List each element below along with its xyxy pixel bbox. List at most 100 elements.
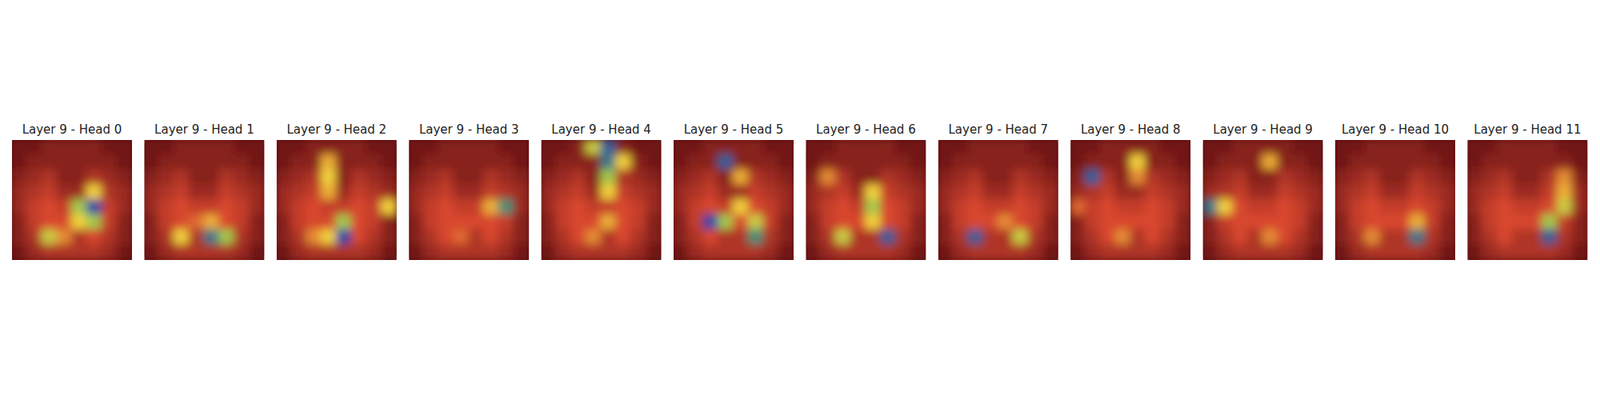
heatmap-cell — [1572, 229, 1588, 247]
heatmap-cell — [1042, 214, 1059, 232]
heatmap-cell — [1174, 169, 1191, 187]
heatmap-cell — [645, 214, 662, 232]
heatmap-cell — [71, 214, 88, 232]
heatmap-cells — [1070, 140, 1191, 260]
heatmap-cell — [498, 169, 516, 187]
heatmap-cell — [1512, 169, 1529, 187]
heatmap-cell — [805, 140, 822, 156]
heatmap-cell — [1232, 214, 1249, 232]
heatmap-cell — [952, 214, 970, 232]
heatmap-cell — [305, 199, 323, 216]
heatmap-cell — [703, 184, 720, 201]
heatmap-cell — [12, 214, 28, 232]
heatmap-cell — [1467, 199, 1484, 216]
heatmap-cell — [173, 199, 191, 216]
heatmap-cell — [173, 214, 191, 232]
panel: Layer 9 - Head 8 — [1069, 122, 1192, 261]
heatmap-cell — [173, 154, 191, 172]
heatmap-cell — [12, 184, 28, 201]
heatmap-cell — [864, 199, 882, 216]
heatmap-cell — [116, 214, 132, 232]
heatmap-cell — [1232, 244, 1249, 260]
heatmap-cell — [173, 184, 191, 201]
heatmap-cell — [173, 140, 191, 156]
heatmap-cell — [188, 214, 206, 232]
heatmap-cell — [1364, 199, 1382, 216]
heatmap-cell — [452, 229, 470, 247]
heatmap-cell — [41, 244, 59, 260]
heatmap-cell — [688, 199, 705, 216]
heatmap-cell — [1526, 154, 1544, 172]
heatmap-cell — [248, 169, 265, 187]
heatmap-cells — [1335, 140, 1456, 260]
heatmap-cell — [512, 184, 529, 201]
heatmap-cell — [541, 199, 558, 216]
heatmap-cell — [351, 169, 368, 187]
heatmap-cell — [820, 154, 837, 172]
panel-title: Layer 9 - Head 4 — [551, 122, 652, 137]
heatmap-cell — [703, 214, 720, 232]
heatmap-cell — [615, 244, 632, 260]
heatmap-cell — [570, 184, 588, 201]
heatmap-cell — [997, 244, 1015, 260]
heatmap-cell — [365, 229, 383, 247]
heatmap-cell — [158, 244, 176, 260]
heatmap-cell — [365, 154, 383, 172]
heatmap-cell — [86, 199, 104, 216]
heatmap-cell — [982, 229, 1000, 247]
heatmap-cell — [541, 214, 558, 232]
heatmap-cell — [1100, 184, 1117, 201]
heatmap-cell — [630, 140, 648, 156]
heatmap-cell — [1409, 184, 1427, 201]
heatmap-cell — [218, 140, 236, 156]
heatmap-cell — [1496, 154, 1514, 172]
heatmap-cell — [380, 184, 397, 201]
heatmap-cell — [1349, 214, 1367, 232]
heatmap-cell — [203, 229, 220, 247]
heatmap-cell — [188, 140, 206, 156]
heatmap-cell — [982, 169, 1000, 187]
panel-title: Layer 9 - Head 7 — [948, 122, 1048, 137]
heatmap-cell — [468, 140, 485, 156]
heatmap-cell — [615, 229, 632, 247]
heatmap-cell — [26, 184, 44, 201]
heatmap-cell — [1114, 184, 1132, 201]
heatmap-cell — [56, 199, 73, 216]
heatmap-cell — [1379, 229, 1396, 247]
heatmap-cell — [483, 154, 500, 172]
heatmap-cell — [1247, 244, 1264, 260]
heatmap-cell — [423, 184, 440, 201]
heatmap-cell — [1114, 169, 1132, 187]
heatmap-cell — [438, 199, 456, 216]
heatmap-cell — [938, 214, 955, 232]
heatmap-cell — [864, 154, 882, 172]
heatmap-cell — [1496, 184, 1514, 201]
heatmap-cell — [351, 214, 368, 232]
cell-layer — [12, 140, 132, 260]
heatmap-cell — [1276, 214, 1294, 232]
heatmap-cell — [1439, 154, 1456, 172]
panel-title: Layer 9 - Head 8 — [1080, 122, 1181, 137]
heatmap-cell — [1247, 229, 1264, 247]
heatmap-cell — [1541, 169, 1559, 187]
cell-layer — [541, 140, 662, 260]
heatmap-cell — [777, 184, 794, 201]
heatmap-cell — [805, 184, 822, 201]
heatmap-cell — [1070, 169, 1087, 187]
heatmap-cell — [1203, 244, 1220, 260]
heatmap-cell — [86, 229, 104, 247]
heatmap-cell — [630, 154, 648, 172]
heatmap-cell — [1042, 140, 1059, 156]
heatmap-cell — [703, 140, 720, 156]
heatmap-cell — [158, 154, 176, 172]
panel: Layer 9 - Head 3 — [408, 122, 530, 261]
heatmap-cell — [248, 140, 265, 156]
heatmap-cell — [570, 140, 588, 156]
heatmap-cell — [336, 199, 353, 216]
heatmap-cell — [850, 184, 868, 201]
heatmap-cell — [498, 199, 516, 216]
heatmap-cell — [820, 214, 837, 232]
heatmap-cell — [408, 154, 425, 172]
heatmap-cell — [1216, 229, 1234, 247]
heatmap-cell — [71, 184, 88, 201]
